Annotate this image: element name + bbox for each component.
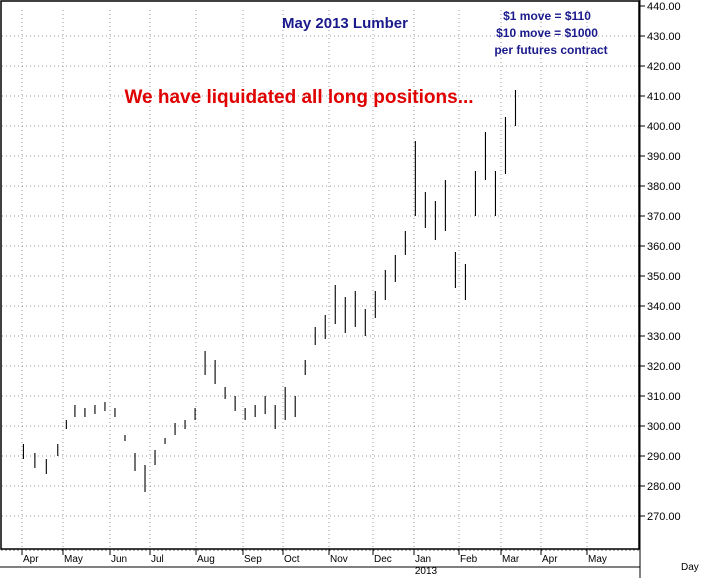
- price-tick-label: 370.00: [647, 211, 681, 223]
- price-tick-label: 400.00: [647, 121, 681, 133]
- price-tick-label: 410.00: [647, 91, 681, 103]
- month-tick-label: Apr: [542, 554, 558, 565]
- price-axis: 270.00 280.00 290.00 300.00 310.00 320.00 330.…: [640, 1, 681, 523]
- month-tick-label: Nov: [330, 554, 348, 565]
- date-unit-label: Day: [681, 562, 699, 573]
- month-tick-label: Jul: [151, 554, 164, 565]
- contract-value-line-2: $10 move = $1000: [496, 26, 598, 40]
- price-tick-label: 330.00: [647, 331, 681, 343]
- month-tick-label: May: [588, 554, 607, 565]
- liquidation-comment: We have liquidated all long positions...: [124, 87, 473, 108]
- price-tick-label: 270.00: [647, 511, 681, 523]
- price-tick-label: 310.00: [647, 391, 681, 403]
- month-tick-label: Dec: [374, 554, 392, 565]
- contract-value-line-1: $1 move = $110: [503, 9, 591, 23]
- price-tick-label: 320.00: [647, 361, 681, 373]
- price-tick-label: 290.00: [647, 451, 681, 463]
- month-tick-label: Sep: [244, 554, 262, 565]
- price-tick-label: 430.00: [647, 31, 681, 43]
- month-tick-label: Mar: [502, 554, 520, 565]
- price-tick-label: 340.00: [647, 301, 681, 313]
- price-tick-label: 300.00: [647, 421, 681, 433]
- price-tick-label: 350.00: [647, 271, 681, 283]
- price-tick-label: 440.00: [647, 1, 681, 13]
- month-tick-label: May: [64, 554, 83, 565]
- month-tick-label: Apr: [23, 554, 39, 565]
- price-tick-label: 380.00: [647, 181, 681, 193]
- month-tick-label: Jun: [111, 554, 127, 565]
- month-tick-label: Oct: [284, 554, 300, 565]
- month-tick-label: Aug: [197, 554, 215, 565]
- price-tick-label: 280.00: [647, 481, 681, 493]
- price-tick-label: 420.00: [647, 61, 681, 73]
- year-label: 2013: [415, 566, 438, 577]
- month-tick-label: Jan: [415, 554, 431, 565]
- chart-title: May 2013 Lumber: [282, 15, 408, 32]
- date-axis: Apr May Jun Jul Aug Sep Oct Nov Dec Jan Feb Mar Apr M…: [1, 549, 639, 565]
- month-tick-label: Feb: [460, 554, 478, 565]
- contract-value-line-3: per futures contract: [494, 43, 607, 57]
- price-tick-label: 360.00: [647, 241, 681, 253]
- price-bars: [22, 90, 517, 492]
- price-tick-label: 390.00: [647, 151, 681, 163]
- plot-frame: [0, 0, 640, 550]
